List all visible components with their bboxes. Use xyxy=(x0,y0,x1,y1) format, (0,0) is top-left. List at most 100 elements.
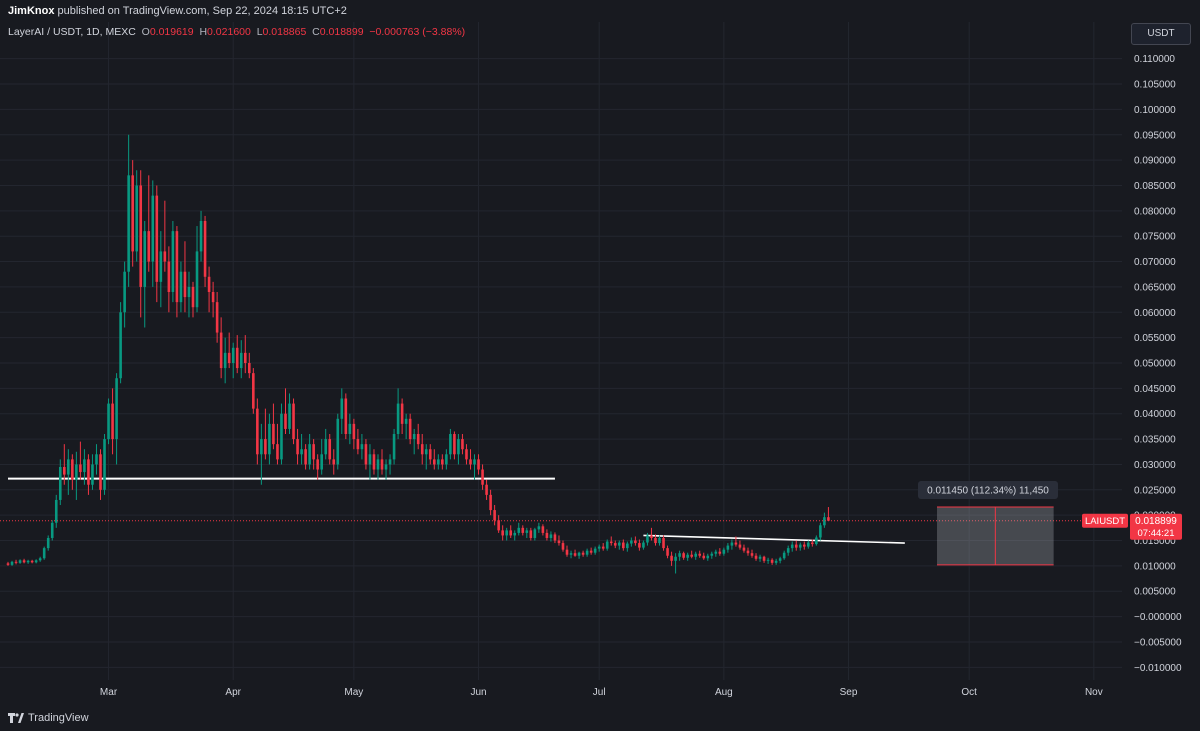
candle[interactable] xyxy=(432,449,436,470)
candle[interactable] xyxy=(276,423,279,465)
candle[interactable] xyxy=(549,531,553,542)
candle[interactable] xyxy=(207,266,211,313)
candle[interactable] xyxy=(449,428,452,460)
candle[interactable] xyxy=(493,505,496,526)
candle[interactable] xyxy=(424,444,428,470)
candle[interactable] xyxy=(408,413,412,445)
candle[interactable] xyxy=(312,439,315,470)
candle[interactable] xyxy=(525,527,529,538)
candle[interactable] xyxy=(642,540,645,550)
candle[interactable] xyxy=(807,540,810,549)
candle[interactable] xyxy=(34,559,38,564)
candle[interactable] xyxy=(694,551,698,560)
candle[interactable] xyxy=(300,434,303,465)
candle[interactable] xyxy=(690,550,693,559)
candle[interactable] xyxy=(517,522,521,536)
candle[interactable] xyxy=(268,413,271,465)
candle[interactable] xyxy=(593,546,597,555)
candle[interactable] xyxy=(622,539,625,551)
candle[interactable] xyxy=(437,454,440,470)
candle[interactable] xyxy=(247,352,251,379)
candle[interactable] xyxy=(489,489,492,516)
candle[interactable] xyxy=(304,444,307,470)
candle[interactable] xyxy=(533,527,537,541)
candle[interactable] xyxy=(42,546,46,560)
candle[interactable] xyxy=(541,524,545,536)
candle[interactable] xyxy=(75,451,78,500)
candle[interactable] xyxy=(634,536,637,546)
candle[interactable] xyxy=(215,291,219,343)
candle[interactable] xyxy=(264,408,267,460)
candle[interactable] xyxy=(441,454,444,470)
candle[interactable] xyxy=(143,220,147,328)
candle[interactable] xyxy=(654,534,657,546)
candle[interactable] xyxy=(211,281,215,318)
candle[interactable] xyxy=(352,418,356,450)
candle[interactable] xyxy=(521,525,525,536)
candle[interactable] xyxy=(445,449,448,470)
candle[interactable] xyxy=(187,271,191,318)
candle[interactable] xyxy=(26,559,30,564)
candle[interactable] xyxy=(400,398,404,435)
candle[interactable] xyxy=(650,527,653,541)
candle[interactable] xyxy=(453,431,456,460)
candle[interactable] xyxy=(288,393,291,435)
candle[interactable] xyxy=(658,535,661,546)
candle[interactable] xyxy=(477,454,480,475)
candle[interactable] xyxy=(227,332,231,369)
candle[interactable] xyxy=(662,535,665,551)
candle[interactable] xyxy=(601,543,605,551)
candle[interactable] xyxy=(561,540,565,552)
candle[interactable] xyxy=(774,558,778,565)
candle[interactable] xyxy=(320,439,323,475)
candle[interactable] xyxy=(376,454,380,480)
candle[interactable] xyxy=(155,185,159,303)
candle[interactable] xyxy=(191,281,195,318)
candle[interactable] xyxy=(626,541,629,552)
candle[interactable] xyxy=(179,261,183,313)
candle[interactable] xyxy=(392,428,396,465)
candle[interactable] xyxy=(167,246,171,313)
candle[interactable] xyxy=(513,530,517,541)
candle[interactable] xyxy=(272,403,275,450)
candle[interactable] xyxy=(292,398,295,445)
candle[interactable] xyxy=(231,342,235,379)
candle[interactable] xyxy=(139,170,143,318)
candle[interactable] xyxy=(738,540,742,550)
candle[interactable] xyxy=(79,441,82,480)
candle[interactable] xyxy=(553,532,557,544)
candle[interactable] xyxy=(83,449,86,485)
candle[interactable] xyxy=(123,261,126,328)
candle[interactable] xyxy=(798,542,802,551)
candle[interactable] xyxy=(638,539,641,551)
candle[interactable] xyxy=(115,373,118,465)
candle[interactable] xyxy=(597,544,601,552)
candle[interactable] xyxy=(14,559,18,565)
candle[interactable] xyxy=(646,532,649,546)
candle[interactable] xyxy=(734,536,738,547)
candle[interactable] xyxy=(726,543,730,553)
candle[interactable] xyxy=(131,160,134,267)
candle[interactable] xyxy=(235,335,239,374)
candle[interactable] xyxy=(762,555,766,563)
candle[interactable] xyxy=(827,507,830,521)
candle[interactable] xyxy=(710,551,714,559)
candle[interactable] xyxy=(87,454,90,495)
candle[interactable] xyxy=(46,535,50,551)
candle[interactable] xyxy=(95,444,98,475)
candle[interactable] xyxy=(815,535,818,546)
candle[interactable] xyxy=(794,540,798,551)
candle[interactable] xyxy=(175,226,179,318)
candle[interactable] xyxy=(505,527,508,541)
candle[interactable] xyxy=(344,393,348,440)
candle[interactable] xyxy=(420,434,424,465)
candle[interactable] xyxy=(581,550,585,557)
candle[interactable] xyxy=(428,444,432,465)
candle[interactable] xyxy=(384,459,388,480)
candle[interactable] xyxy=(485,479,488,500)
candle[interactable] xyxy=(674,553,677,574)
candle[interactable] xyxy=(50,520,54,541)
candle[interactable] xyxy=(54,494,58,528)
candle[interactable] xyxy=(280,403,283,465)
